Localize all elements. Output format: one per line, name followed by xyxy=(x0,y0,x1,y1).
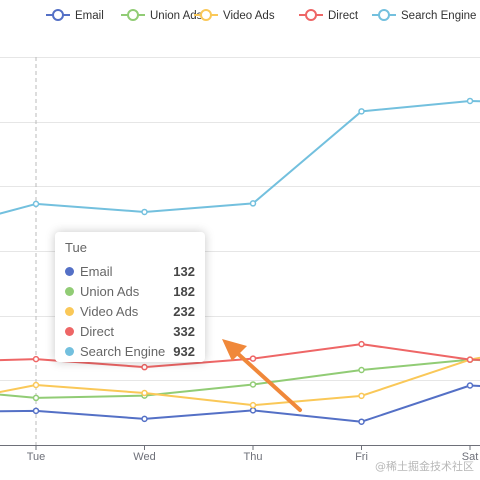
legend-marker-icon xyxy=(378,9,390,21)
legend-item-search-engine[interactable]: Search Engine xyxy=(372,9,476,22)
data-point-search-engine[interactable] xyxy=(358,108,365,115)
legend[interactable]: Email Union Ads Video Ads Direct Search Engi… xyxy=(46,9,476,22)
data-point-direct[interactable] xyxy=(32,355,40,363)
legend-marker-icon xyxy=(200,9,212,21)
series-union-ads[interactable] xyxy=(0,356,480,402)
legend-label: Union Ads xyxy=(150,10,203,22)
tooltip-title: Tue xyxy=(65,240,87,255)
watermark: @稀土掘金技术社区 xyxy=(375,460,474,473)
tooltip-row-video-ads: Video Ads 232 xyxy=(65,301,195,321)
tooltip-marker xyxy=(65,326,74,336)
legend-marker-icon xyxy=(52,9,64,21)
data-point-search-engine[interactable] xyxy=(249,200,257,207)
series-line-search-engine[interactable] xyxy=(0,99,480,233)
tooltip-series-name: Search Engine xyxy=(80,343,166,359)
legend-label: Video Ads xyxy=(223,10,275,22)
tooltip-marker xyxy=(65,286,74,296)
series-direct[interactable] xyxy=(0,340,480,371)
tooltip-marker xyxy=(65,346,74,356)
data-point-email[interactable] xyxy=(141,415,148,423)
legend-marker-icon xyxy=(305,9,317,21)
legend-item-email[interactable]: Email xyxy=(46,9,104,22)
series-line-union-ads[interactable] xyxy=(0,358,480,399)
data-point-search-engine[interactable] xyxy=(141,208,148,216)
tooltip-row-direct: Direct 332 xyxy=(65,321,195,341)
x-tick-label-sat: Sat xyxy=(462,451,479,463)
tooltip-series-value: 332 xyxy=(173,323,195,339)
x-tick-label-tue: Tue xyxy=(27,451,46,463)
tooltip: Tue Email 132 Union Ads 182 Video Ads 23… xyxy=(55,232,205,362)
data-point-video-ads[interactable] xyxy=(32,381,40,389)
data-point-direct[interactable] xyxy=(466,356,474,363)
legend-label: Email xyxy=(75,10,104,22)
tooltip-series-value: 132 xyxy=(173,263,195,279)
x-tick-label-thu: Thu xyxy=(244,451,263,463)
tooltip-row-search-engine: Search Engine 932 xyxy=(65,341,195,361)
data-point-email[interactable] xyxy=(358,418,365,425)
tooltip-series-name: Union Ads xyxy=(80,283,140,299)
arrow-head-icon xyxy=(222,339,247,361)
annotation-arrow xyxy=(222,339,302,412)
data-point-direct[interactable] xyxy=(141,363,148,371)
data-point-direct[interactable] xyxy=(249,355,257,362)
series-search-engine[interactable] xyxy=(0,97,480,233)
data-point-search-engine[interactable] xyxy=(466,97,474,105)
tooltip-series-value: 932 xyxy=(173,343,195,359)
tooltip-marker xyxy=(65,306,74,316)
x-axis: Tue Wed Thu Fri Sat xyxy=(0,445,480,463)
tooltip-series-value: 182 xyxy=(173,283,195,299)
series-email[interactable] xyxy=(0,382,480,425)
tooltip-row-union-ads: Union Ads 182 xyxy=(65,281,195,301)
arrow-shaft xyxy=(234,350,302,412)
data-point-union-ads[interactable] xyxy=(249,381,257,388)
tooltip-series-name: Email xyxy=(80,263,113,279)
legend-item-direct[interactable]: Direct xyxy=(299,9,359,22)
tooltip-series-value: 232 xyxy=(173,303,195,319)
data-point-union-ads[interactable] xyxy=(32,394,40,402)
data-point-direct[interactable] xyxy=(358,340,365,348)
legend-label: Search Engine xyxy=(401,10,476,22)
tooltip-marker xyxy=(65,266,74,276)
data-point-search-engine[interactable] xyxy=(32,200,40,208)
data-point-email[interactable] xyxy=(249,407,257,414)
legend-item-video-ads[interactable]: Video Ads xyxy=(194,9,275,22)
x-tick-label-fri: Fri xyxy=(355,451,368,463)
x-tick-label-wed: Wed xyxy=(133,451,155,463)
data-point-union-ads[interactable] xyxy=(358,366,365,374)
tooltip-row-email: Email 132 xyxy=(65,261,195,281)
legend-item-union-ads[interactable]: Union Ads xyxy=(121,9,203,22)
data-point-email[interactable] xyxy=(32,407,40,415)
tooltip-series-name: Video Ads xyxy=(80,303,139,319)
tooltip-series-name: Direct xyxy=(80,323,114,339)
data-point-email[interactable] xyxy=(466,382,474,389)
legend-marker-icon xyxy=(127,9,139,21)
series-group[interactable] xyxy=(0,97,480,425)
legend-label: Direct xyxy=(328,10,359,22)
data-point-video-ads[interactable] xyxy=(249,401,257,409)
data-point-video-ads[interactable] xyxy=(358,392,365,400)
data-point-video-ads[interactable] xyxy=(141,389,148,397)
